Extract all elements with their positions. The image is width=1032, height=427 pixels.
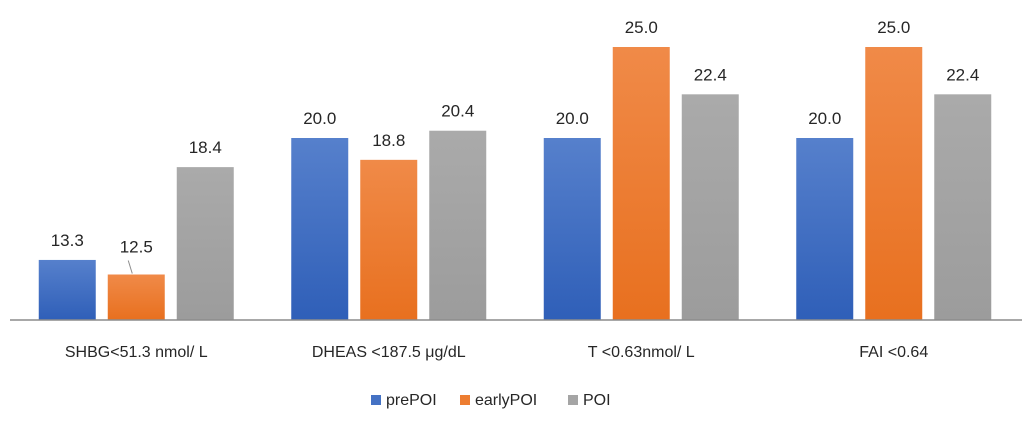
x-tick-label: FAI <0.64 xyxy=(859,344,928,361)
bar-earlyPOI-3 xyxy=(865,47,923,320)
bar-prePOI-0 xyxy=(38,259,96,320)
data-label: 22.4 xyxy=(946,65,979,84)
bar-prePOI-1 xyxy=(291,138,349,320)
bar-prePOI-2 xyxy=(543,138,601,320)
legend-label: POI xyxy=(583,392,611,409)
legend-item-prePOI: prePOI xyxy=(371,392,437,409)
x-tick-label: T <0.63nmol/ L xyxy=(588,344,695,361)
legend-swatch xyxy=(371,395,381,405)
legend-label: earlyPOI xyxy=(475,392,537,409)
data-label-leader-line xyxy=(127,260,133,274)
data-label: 20.0 xyxy=(556,109,589,128)
legend-item-POI: POI xyxy=(568,392,611,409)
data-label: 12.5 xyxy=(120,238,153,257)
data-label: 25.0 xyxy=(877,18,910,37)
legend-swatch xyxy=(460,395,470,405)
bar-earlyPOI-1 xyxy=(360,159,418,320)
data-label: 18.4 xyxy=(189,138,222,157)
data-label: 20.0 xyxy=(303,109,336,128)
data-label: 22.4 xyxy=(694,65,727,84)
bar-earlyPOI-0 xyxy=(107,274,165,320)
bar-prePOI-3 xyxy=(796,138,854,320)
data-label: 18.8 xyxy=(372,131,405,150)
bar-earlyPOI-2 xyxy=(612,47,670,320)
legend-swatch xyxy=(568,395,578,405)
bar-POI-0 xyxy=(176,167,234,320)
data-label: 20.4 xyxy=(441,102,474,121)
x-tick-label: SHBG<51.3 nmol/ L xyxy=(65,344,208,361)
data-label: 20.0 xyxy=(808,109,841,128)
bar-POI-1 xyxy=(429,130,487,320)
legend-label: prePOI xyxy=(386,392,437,409)
legend-item-earlyPOI: earlyPOI xyxy=(460,392,537,409)
data-label: 13.3 xyxy=(51,231,84,250)
bar-POI-2 xyxy=(681,94,739,320)
bar-POI-3 xyxy=(934,94,992,320)
data-label: 25.0 xyxy=(625,18,658,37)
x-tick-label: DHEAS <187.5 μg/dL xyxy=(312,344,466,361)
